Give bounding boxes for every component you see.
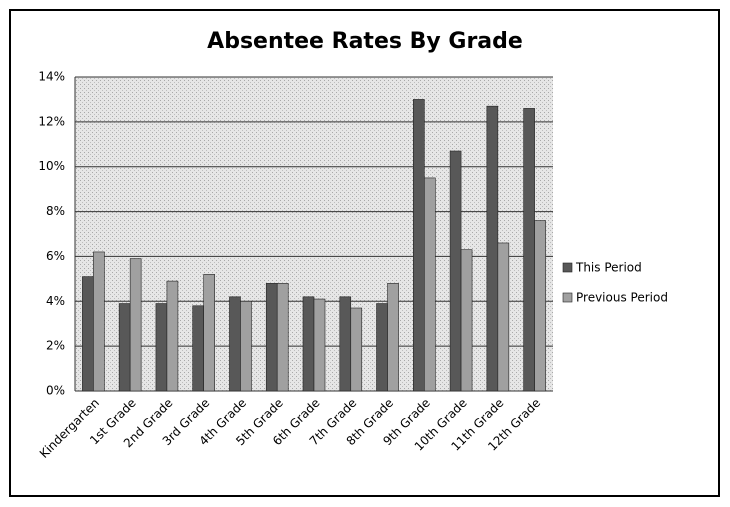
y-tick-label: 2%	[46, 339, 65, 353]
bar	[339, 296, 352, 392]
bar	[460, 249, 473, 392]
legend-label: Previous Period	[576, 291, 668, 305]
bar	[413, 99, 425, 392]
bar	[93, 251, 105, 392]
bar	[387, 283, 399, 392]
bar	[486, 105, 499, 392]
bar	[534, 220, 546, 392]
y-tick-label: 14%	[38, 70, 65, 84]
bar	[523, 108, 535, 392]
bar	[82, 276, 94, 392]
bar	[155, 303, 168, 392]
bar	[229, 296, 241, 392]
legend-swatch	[562, 262, 573, 273]
bar	[129, 258, 142, 392]
bar	[166, 280, 179, 392]
bar	[449, 150, 462, 392]
bar	[118, 303, 131, 392]
bar	[240, 300, 252, 392]
bar	[313, 298, 326, 392]
chart-title: Absentee Rates By Grade	[207, 29, 523, 54]
bar	[376, 303, 388, 392]
bar	[203, 274, 215, 392]
y-tick-label: 0%	[46, 384, 65, 398]
y-tick-label: 12%	[38, 114, 65, 128]
bar	[192, 305, 204, 392]
legend-label: This Period	[575, 261, 642, 275]
bar	[424, 177, 436, 392]
y-tick-label: 8%	[46, 204, 65, 218]
y-tick-label: 6%	[46, 249, 65, 263]
y-tick-label: 10%	[38, 159, 65, 173]
bar	[276, 283, 289, 392]
bar	[302, 296, 315, 392]
y-tick-label: 4%	[46, 294, 65, 308]
bar	[265, 283, 278, 392]
bar	[350, 307, 363, 392]
legend-swatch	[562, 292, 573, 303]
bar	[497, 242, 510, 392]
